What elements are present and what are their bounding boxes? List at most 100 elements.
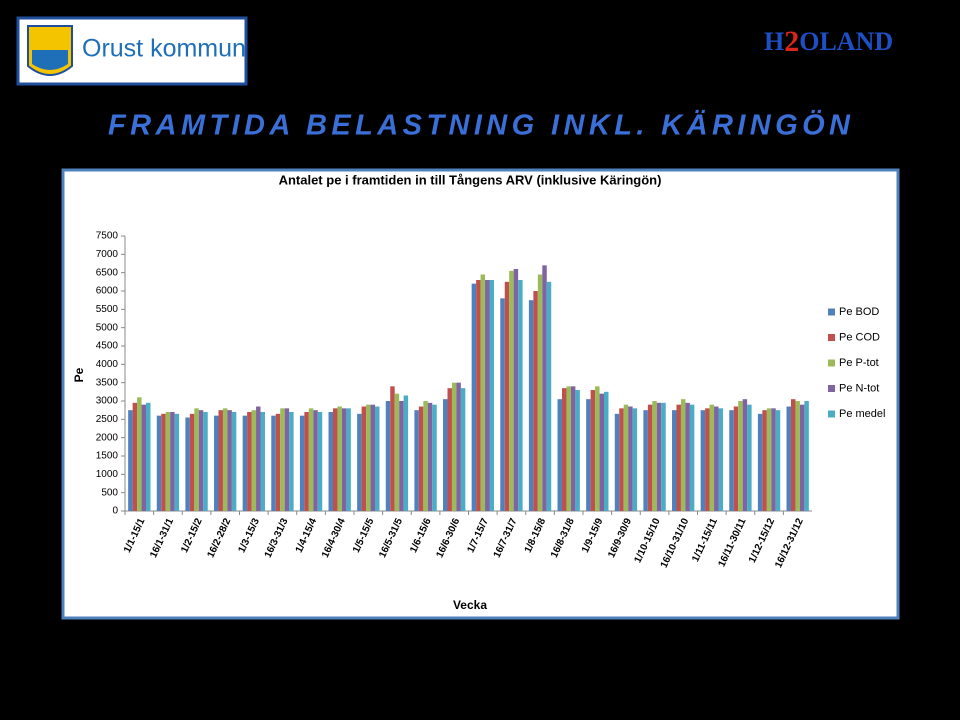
- legend-swatch: [828, 410, 835, 418]
- bar: [317, 412, 323, 511]
- bar: [595, 386, 600, 511]
- bar: [489, 280, 494, 511]
- bar: [394, 393, 400, 511]
- legend-label: Pe medel: [839, 408, 885, 420]
- bar: [423, 401, 428, 511]
- bar: [427, 402, 433, 511]
- bar: [566, 386, 571, 511]
- brand-h: H: [764, 27, 784, 56]
- legend-swatch: [828, 334, 835, 341]
- bar: [718, 408, 723, 511]
- bar: [485, 280, 490, 511]
- bar: [672, 410, 677, 511]
- bar: [709, 404, 715, 511]
- bar: [546, 281, 552, 511]
- chart-title: Antalet pe i framtiden in till Tångens A…: [279, 172, 662, 187]
- bar: [729, 410, 734, 511]
- legend-label: Pe BOD: [839, 306, 879, 318]
- y-tick-label: 6500: [96, 267, 119, 278]
- bar: [733, 406, 739, 511]
- slide-title: FRAMTIDA BELASTNING INKL. KÄRINGÖN: [108, 109, 851, 142]
- bar: [471, 283, 477, 511]
- bar: [647, 404, 653, 511]
- bar: [799, 404, 805, 511]
- bar: [174, 413, 180, 511]
- bar: [361, 406, 367, 511]
- y-tick-label: 4000: [96, 359, 119, 370]
- bar: [128, 410, 133, 511]
- bar: [443, 399, 448, 511]
- bar: [680, 399, 686, 511]
- bar: [370, 404, 376, 511]
- bar: [399, 401, 404, 511]
- bar: [542, 265, 547, 511]
- bar: [757, 413, 763, 511]
- bar: [747, 404, 752, 511]
- y-tick-label: 1000: [96, 469, 119, 480]
- bar: [557, 399, 562, 511]
- bar: [451, 382, 457, 511]
- bar: [513, 269, 519, 511]
- bar: [604, 391, 609, 511]
- bar: [447, 388, 452, 511]
- bar: [643, 410, 648, 511]
- bar: [742, 399, 748, 511]
- bar: [132, 402, 138, 511]
- bar: [575, 390, 580, 511]
- bar: [189, 413, 195, 511]
- y-tick-label: 500: [101, 487, 118, 498]
- bar: [146, 402, 151, 511]
- bar: [676, 404, 681, 511]
- bar: [194, 408, 199, 511]
- bar: [341, 408, 347, 511]
- bar: [247, 412, 252, 511]
- bar: [656, 402, 662, 511]
- y-tick-label: 2500: [96, 414, 119, 425]
- bar: [242, 415, 248, 511]
- bar: [689, 404, 695, 511]
- bar: [561, 388, 567, 511]
- bar: [632, 408, 638, 511]
- y-tick-label: 7500: [96, 231, 119, 242]
- bar: [456, 382, 461, 511]
- bar: [518, 280, 523, 511]
- x-axis-label: Vecka: [453, 598, 487, 612]
- bar: [161, 413, 166, 511]
- y-tick-label: 2000: [96, 432, 119, 443]
- bar: [271, 415, 276, 511]
- bar: [762, 410, 767, 511]
- bar: [165, 412, 171, 511]
- bar: [260, 412, 265, 511]
- bar: [795, 401, 800, 511]
- bar: [614, 413, 620, 511]
- bar: [390, 386, 395, 511]
- y-tick-label: 4500: [96, 341, 119, 352]
- bar: [476, 280, 481, 511]
- bar: [280, 408, 285, 511]
- bar: [141, 404, 147, 511]
- bar: [227, 410, 232, 511]
- bar: [337, 406, 342, 511]
- logo-text: Orust kommun: [82, 35, 246, 63]
- legend-swatch: [828, 308, 835, 316]
- bar: [628, 406, 633, 511]
- bar: [418, 406, 424, 511]
- bar: [284, 408, 290, 511]
- bar: [590, 390, 596, 511]
- bar: [198, 410, 204, 511]
- legend-label: Pe N-tot: [839, 382, 879, 394]
- bar: [366, 404, 371, 511]
- bar: [275, 413, 281, 511]
- bar: [218, 410, 223, 511]
- bar: [714, 406, 719, 511]
- bar: [533, 291, 538, 511]
- y-tick-label: 7000: [96, 249, 119, 260]
- bar: [304, 412, 309, 511]
- bar: [771, 408, 776, 511]
- bar: [357, 413, 362, 511]
- bar: [308, 408, 314, 511]
- brand-oland: OLAND: [799, 27, 893, 56]
- bar: [619, 408, 624, 511]
